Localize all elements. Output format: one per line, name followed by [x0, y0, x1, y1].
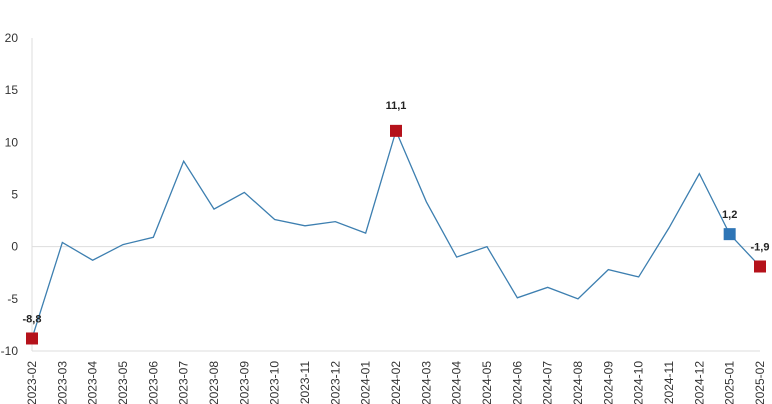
x-tick-label: 2023-02 [25, 361, 39, 404]
x-tick-label: 2024-01 [359, 361, 373, 404]
x-tick-label: 2023-06 [146, 361, 160, 404]
x-tick-label: 2023-11 [298, 361, 312, 404]
value-label: -8,8 [23, 313, 42, 325]
marker [723, 228, 736, 241]
x-tick-label: 2024-07 [541, 361, 555, 404]
x-tick-label: 2024-02 [389, 361, 403, 404]
value-label: 11,1 [386, 100, 407, 112]
value-label: -1,9 [751, 241, 770, 253]
x-tick-label: 2023-05 [116, 361, 130, 404]
x-tick-label: 2024-08 [571, 361, 585, 404]
x-tick-label: 2023-08 [207, 361, 221, 404]
y-tick-label: 0 [11, 240, 18, 254]
x-tick-label: 2024-06 [510, 361, 524, 404]
marker [390, 124, 402, 137]
x-tick-label: 2024-03 [419, 361, 433, 404]
y-tick-label: -10 [1, 344, 19, 358]
x-tick-label: 2023-09 [237, 361, 251, 404]
value-label: 1,2 [722, 209, 737, 221]
marker [754, 260, 766, 273]
x-tick-label: 2024-05 [480, 361, 494, 404]
x-tick-label: 2024-12 [692, 361, 706, 404]
y-tick-label: 5 [11, 188, 18, 202]
x-tick-label: 2023-04 [86, 361, 100, 404]
x-tick-label: 2023-12 [328, 361, 342, 404]
x-tick-label: 2023-03 [55, 361, 69, 404]
y-tick-label: 20 [5, 31, 19, 45]
x-tick-label: 2024-09 [601, 361, 615, 404]
y-tick-label: 15 [5, 83, 19, 97]
x-tick-label: 2023-10 [268, 361, 282, 404]
x-tick-label: 2024-10 [632, 361, 646, 404]
x-tick-label: 2024-11 [662, 361, 676, 404]
y-tick-label: 10 [5, 135, 19, 149]
x-tick-label: 2025-01 [723, 361, 737, 404]
x-tick-label: 2024-04 [450, 361, 464, 404]
x-tick-label: 2025-02 [753, 361, 767, 404]
x-tick-label: 2023-07 [177, 361, 191, 404]
marker [26, 332, 38, 345]
data-line [31, 128, 761, 339]
y-tick-label: -5 [7, 292, 18, 306]
